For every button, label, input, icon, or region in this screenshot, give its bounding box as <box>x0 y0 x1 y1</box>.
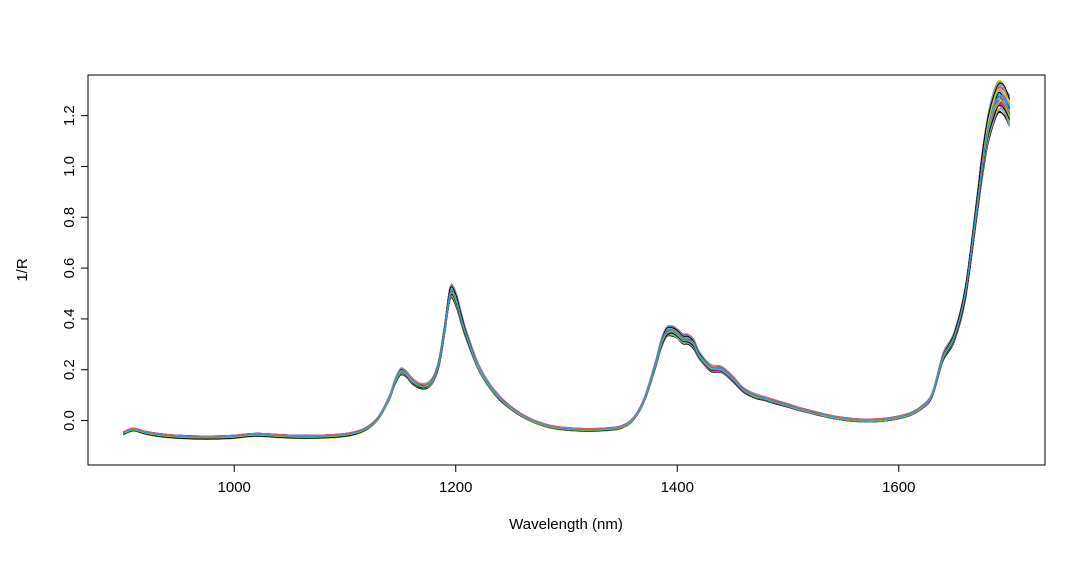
spectrum-line <box>123 93 1011 440</box>
spectrum-line <box>123 98 1011 438</box>
spectrum-line <box>123 95 1011 439</box>
spectrum-line <box>123 107 1011 439</box>
x-tick-label: 1200 <box>439 479 472 496</box>
spectrum-line <box>123 81 1011 438</box>
spectrum-line <box>123 105 1011 438</box>
x-tick-label: 1600 <box>882 479 915 496</box>
spectrum-line <box>123 95 1011 440</box>
spectrum-line <box>123 100 1011 438</box>
spectrum-line <box>123 81 1011 439</box>
spectrum-line <box>123 87 1011 440</box>
spectrum-line <box>123 103 1011 438</box>
spectrum-line <box>123 108 1011 439</box>
spectrum-line <box>123 82 1011 440</box>
spectrum-line <box>123 102 1010 438</box>
spectrum-line <box>123 104 1011 438</box>
y-tick-label: 0.4 <box>61 308 78 329</box>
spectrum-line <box>123 81 1011 439</box>
spectrum-line <box>123 100 1011 439</box>
spectrum-line <box>123 105 1011 437</box>
spectrum-line <box>123 96 1011 437</box>
spectrum-line <box>123 79 1011 440</box>
axes-layer: 1000 1200 1400 1600 0.0 0.2 0.4 0.6 0.8 1.0 1.2 <box>61 74 1046 496</box>
y-tick-label: 0.8 <box>61 207 78 228</box>
spectra-lines-layer <box>123 79 1011 440</box>
spectrum-line <box>123 80 1011 440</box>
spectrum-line <box>123 100 1011 438</box>
spectrum-line <box>123 89 1011 439</box>
spectrum-line <box>123 82 1011 438</box>
x-axis-title: Wavelength (nm) <box>509 516 623 533</box>
spectrum-line <box>123 82 1011 439</box>
spectrum-line <box>123 90 1011 439</box>
spectrum-line <box>123 84 1011 440</box>
spectrum-line <box>123 88 1011 438</box>
spectrum-line <box>123 91 1011 438</box>
spectrum-line <box>123 87 1011 439</box>
spectrum-line <box>123 100 1011 439</box>
spectrum-line <box>123 100 1011 437</box>
spectrum-line <box>123 97 1011 440</box>
y-tick-label: 0.2 <box>61 359 78 380</box>
spectrum-line <box>123 100 1011 439</box>
spectrum-line <box>123 88 1011 440</box>
spectrum-line <box>123 103 1011 439</box>
y-tick-label: 1.2 <box>61 105 78 126</box>
spectrum-line <box>123 102 1011 438</box>
spectrum-line <box>123 101 1011 440</box>
spectrum-line <box>123 104 1011 439</box>
spectrum-line <box>123 111 1011 437</box>
spectrum-line <box>123 110 1011 439</box>
spectrum-line <box>123 82 1011 439</box>
spectrum-line <box>123 93 1011 438</box>
y-tick-label: 0.0 <box>61 410 78 431</box>
spectrum-line <box>123 86 1011 440</box>
spectrum-line <box>123 85 1011 440</box>
spectrum-line <box>123 102 1011 438</box>
plot-border-box <box>87 74 1046 466</box>
spectrum-line <box>123 109 1011 438</box>
spectrum-line <box>123 100 1011 440</box>
y-axis-title: 1/R <box>14 258 31 282</box>
spectrum-line <box>123 83 1011 440</box>
spectrum-line <box>123 91 1011 440</box>
spectrum-line <box>123 103 1011 437</box>
spectrum-line <box>123 83 1011 440</box>
x-tick-label: 1400 <box>661 479 694 496</box>
spectrum-line <box>123 98 1011 438</box>
spectrum-line <box>123 104 1011 439</box>
y-tick-label: 1.0 <box>61 156 78 177</box>
y-tick-label: 0.6 <box>61 258 78 279</box>
spectrum-line <box>123 83 1011 440</box>
spectrum-line <box>123 111 1011 437</box>
spectrum-line <box>123 95 1011 437</box>
spectrum-line <box>123 94 1011 438</box>
x-tick-label: 1000 <box>218 479 251 496</box>
spectrum-line <box>123 94 1011 438</box>
spectrum-line <box>123 96 1011 439</box>
